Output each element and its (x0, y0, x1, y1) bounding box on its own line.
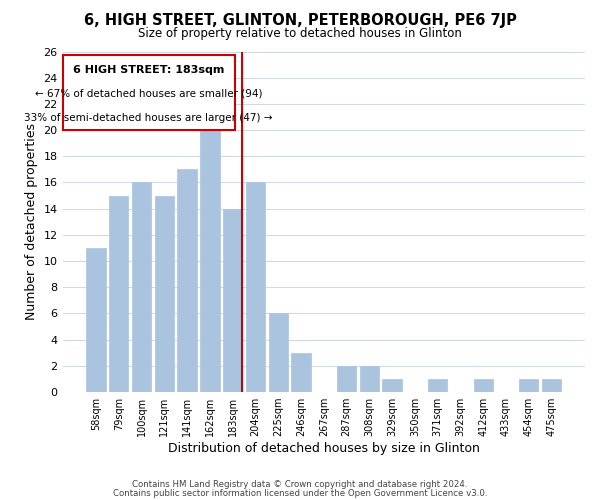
Bar (269, 314, 288, 392)
X-axis label: Distribution of detached houses by size in Glinton: Distribution of detached houses by size … (168, 442, 480, 455)
Bar (200, 117, 220, 392)
FancyBboxPatch shape (62, 55, 235, 130)
Text: ← 67% of detached houses are smaller (94): ← 67% of detached houses are smaller (94… (35, 89, 262, 99)
Bar (155, 196, 174, 392)
Bar (223, 208, 242, 392)
Y-axis label: Number of detached properties: Number of detached properties (25, 124, 38, 320)
Bar (337, 366, 356, 392)
Bar (519, 379, 538, 392)
Bar (86, 248, 106, 392)
Text: Contains HM Land Registry data © Crown copyright and database right 2024.: Contains HM Land Registry data © Crown c… (132, 480, 468, 489)
Text: 6 HIGH STREET: 183sqm: 6 HIGH STREET: 183sqm (73, 65, 224, 75)
Text: 6, HIGH STREET, GLINTON, PETERBOROUGH, PE6 7JP: 6, HIGH STREET, GLINTON, PETERBOROUGH, P… (83, 12, 517, 28)
Bar (382, 379, 402, 392)
Bar (246, 182, 265, 392)
Bar (428, 379, 448, 392)
Text: 33% of semi-detached houses are larger (47) →: 33% of semi-detached houses are larger (… (25, 113, 273, 123)
Bar (132, 182, 151, 392)
Text: Contains public sector information licensed under the Open Government Licence v3: Contains public sector information licen… (113, 489, 487, 498)
Bar (109, 196, 128, 392)
Bar (359, 366, 379, 392)
Bar (292, 353, 311, 392)
Bar (473, 379, 493, 392)
Bar (178, 170, 197, 392)
Bar (542, 379, 561, 392)
Text: Size of property relative to detached houses in Glinton: Size of property relative to detached ho… (138, 28, 462, 40)
